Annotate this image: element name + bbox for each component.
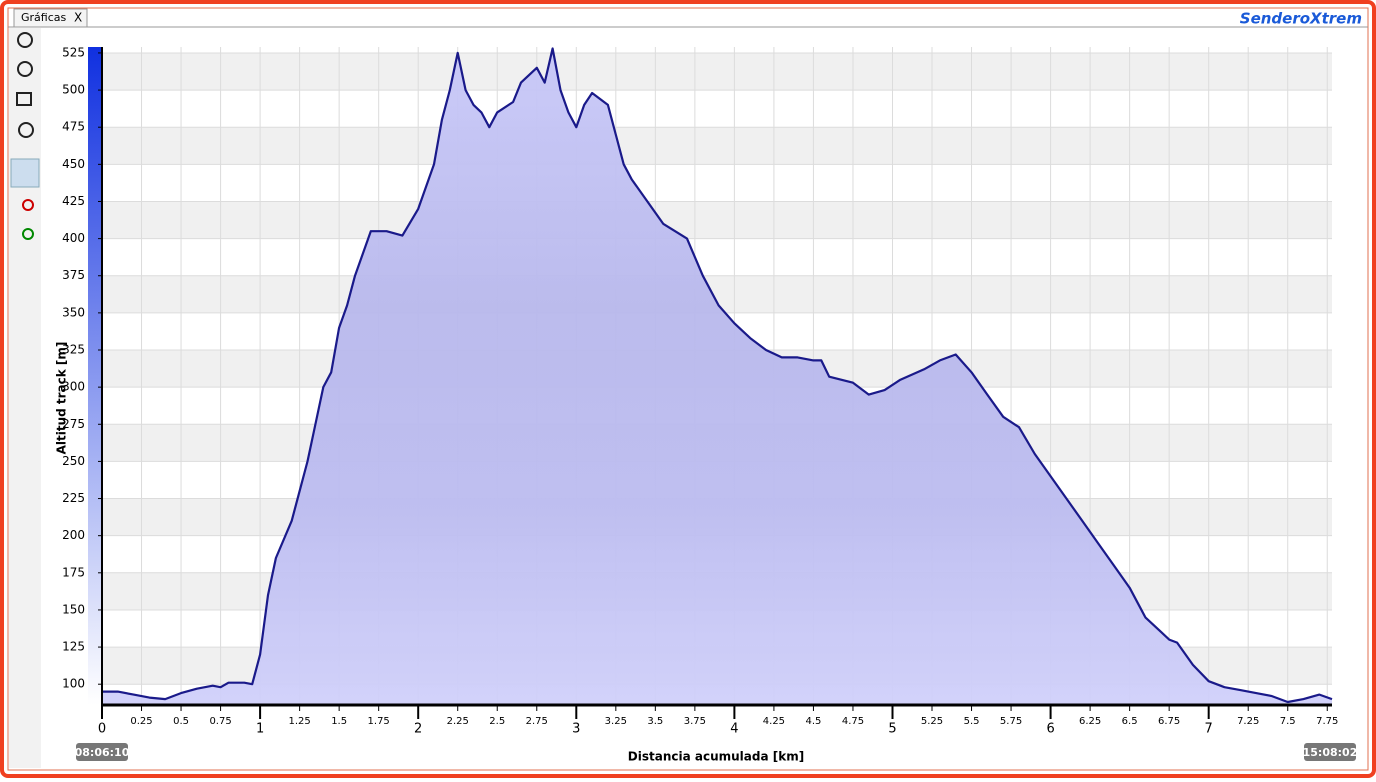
start-time: 08:06:10	[75, 746, 130, 759]
x-tick-label: 6	[1046, 722, 1054, 737]
y-tick-label: 450	[62, 157, 85, 171]
y-tick-label: 375	[62, 268, 85, 282]
area-line	[102, 47, 1333, 704]
x-tick-label: 0.75	[209, 716, 231, 727]
x-tick-label: 3.75	[684, 716, 706, 727]
x-tick-label: 3	[572, 722, 580, 737]
x-tick-label: 5.5	[964, 716, 980, 727]
plot: 1001251501752002252502753003253503754004…	[62, 45, 1338, 736]
x-tick-label: 0.5	[173, 716, 189, 727]
end-time-badge	[1304, 743, 1356, 761]
y-tick-label: 250	[62, 454, 85, 468]
x-tick-label: 7.75	[1316, 716, 1338, 727]
y-tick-label: 125	[62, 640, 85, 654]
x-tick-label: 4.5	[805, 716, 821, 727]
x-tick-label: 4.75	[842, 716, 864, 727]
x-tick-label: 1.5	[331, 716, 347, 727]
x-tick-label: 3.5	[647, 716, 663, 727]
grid-band	[102, 127, 1332, 165]
x-tick-label: 7	[1205, 722, 1213, 737]
x-tick-label: 4.25	[763, 716, 785, 727]
zoom-out[interactable]	[17, 61, 33, 77]
x-tick-label: 6.25	[1079, 716, 1101, 727]
x-tick-label: 0	[98, 722, 106, 737]
x-tick-label: 7.5	[1280, 716, 1296, 727]
y-axis-title: Altitud track [m]	[55, 342, 69, 455]
x-tick-label: 1.75	[368, 716, 390, 727]
x-tick-label: 2.5	[489, 716, 505, 727]
x-tick-label: 1	[256, 722, 264, 737]
tab-close[interactable]: X	[74, 11, 82, 25]
x-tick-label: 4	[730, 722, 738, 737]
x-tick-label: 2.75	[526, 716, 548, 727]
y-tick-label: 500	[62, 83, 85, 97]
start-time-badge	[76, 743, 128, 761]
toolbar	[9, 28, 41, 768]
y-tick-label: 350	[62, 305, 85, 319]
y-tick-label: 100	[62, 677, 85, 691]
toolbar-icons	[10, 32, 40, 240]
y-tick-label: 300	[62, 380, 85, 394]
y-tick-label: 475	[62, 120, 85, 134]
y-scale-bar	[88, 47, 102, 705]
x-tick-label: 6.75	[1158, 716, 1180, 727]
tab-label: Gráficas	[21, 11, 67, 24]
x-tick-label: 0.25	[130, 716, 152, 727]
y-tick-label: 200	[62, 528, 85, 542]
xy-zoom[interactable]	[10, 158, 40, 188]
grid-band	[102, 52, 1332, 91]
zoom-in[interactable]	[17, 32, 33, 48]
x-tick-label: 5.75	[1000, 716, 1022, 727]
y-tick-label: 275	[62, 417, 85, 431]
x-tick-label: 2	[414, 722, 422, 737]
grid-band	[102, 201, 1332, 239]
x-tick-label: 6.5	[1122, 716, 1138, 727]
y-tick-label: 400	[62, 231, 85, 245]
x-tick-label: 1.25	[288, 716, 310, 727]
x-axis-title: Distancia acumulada [km]	[628, 750, 804, 764]
y-tick-label: 525	[62, 45, 85, 59]
x-zoom[interactable]	[22, 199, 34, 211]
y-tick-label: 425	[62, 194, 85, 208]
y-tick-label: 175	[62, 565, 85, 579]
y-tick-label: 225	[62, 491, 85, 505]
x-tick-label: 5.25	[921, 716, 943, 727]
y-tick-label: 150	[62, 602, 85, 616]
zoom-fit[interactable]	[16, 92, 32, 106]
end-time: 15:08:02	[1303, 746, 1358, 759]
area-fill	[102, 48, 1332, 705]
logo: SenderoXtrem	[1240, 10, 1362, 28]
x-tick-label: 2.25	[447, 716, 469, 727]
y-zoom[interactable]	[22, 228, 34, 240]
zoom-area[interactable]	[18, 122, 34, 138]
x-tick-label: 7.25	[1237, 716, 1259, 727]
x-tick-label: 3.25	[605, 716, 627, 727]
x-tick-label: 5	[888, 722, 896, 737]
y-tick-label: 325	[62, 343, 85, 357]
